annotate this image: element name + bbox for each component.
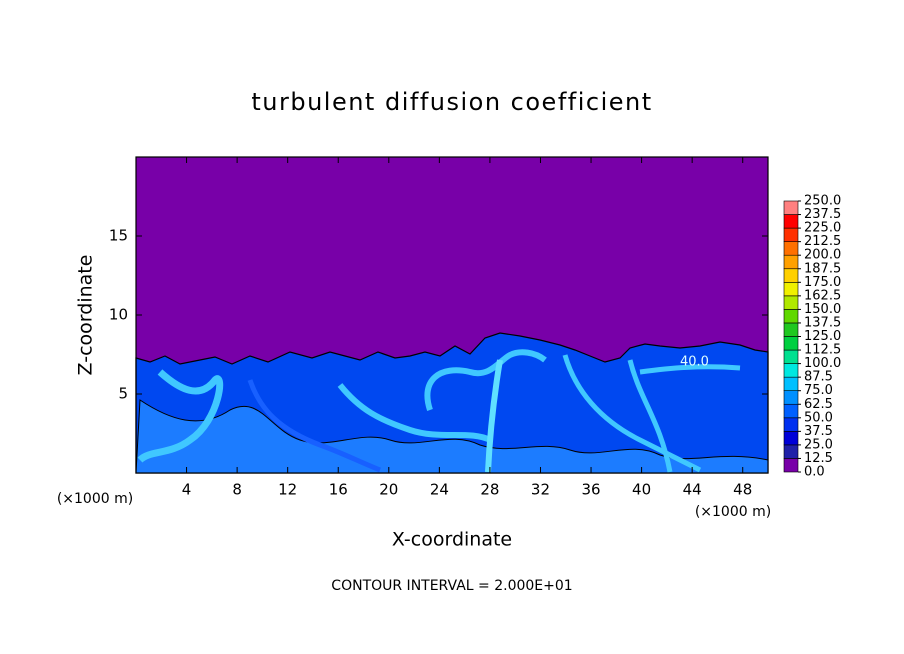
colorbar-tick-label: 175.0 — [804, 275, 841, 290]
x-tick-label: 48 — [733, 481, 752, 499]
colorbar-tick-label: 150.0 — [804, 302, 841, 317]
x-tick-label: 40 — [632, 481, 651, 499]
colorbar-swatch — [783, 295, 799, 310]
colorbar-swatch — [783, 349, 799, 364]
y-tick-label: 10 — [109, 306, 128, 324]
colorbar-tick-label: 250.0 — [804, 194, 841, 209]
x-tick-label: 32 — [531, 481, 550, 499]
colorbar-swatch — [783, 281, 799, 297]
colorbar-tick-label: 25.0 — [804, 437, 833, 452]
colorbar-tick-label: 0.0 — [804, 465, 825, 480]
colorbar-tick-label: 212.5 — [804, 234, 841, 249]
colorbar-tick-label: 112.5 — [804, 343, 841, 358]
colorbar-swatch — [783, 417, 799, 432]
colorbar-tick-label: 225.0 — [804, 221, 841, 236]
field-streak — [337, 383, 492, 443]
colorbar-swatch — [783, 268, 799, 283]
field-streak — [137, 369, 224, 463]
colorbar-tick-label: 237.5 — [804, 207, 841, 222]
colorbar-swatch — [783, 227, 799, 242]
colorbar-tick-label: 187.5 — [804, 261, 841, 276]
x-tick-label: 8 — [232, 481, 242, 499]
colorbar-swatch — [783, 431, 799, 446]
colorbar-tick-label: 87.5 — [804, 370, 833, 385]
y-tick-label: 5 — [118, 385, 128, 403]
colorbar-tick-label: 75.0 — [804, 383, 833, 398]
x-tick-label: 20 — [379, 481, 398, 499]
colorbar-swatch — [783, 390, 799, 405]
field-streak — [247, 379, 381, 473]
x-tick-label: 28 — [480, 481, 499, 499]
colorbar-tick-label: 137.5 — [804, 315, 841, 330]
x-tick-label: 36 — [581, 481, 600, 499]
x-unit-label: (×1000 m) — [57, 491, 133, 507]
colorbar-swatch — [783, 254, 799, 270]
y-axis-label: Z-coordinate — [75, 255, 97, 376]
footnote: CONTOUR INTERVAL = 2.000E+01 — [331, 578, 572, 594]
colorbar-tick-label: 37.5 — [804, 424, 833, 439]
y-tick-label: 15 — [109, 227, 128, 245]
field-streak — [485, 359, 503, 473]
colorbar-tick-label: 50.0 — [804, 410, 833, 425]
field-streak — [639, 364, 741, 375]
colorbar-swatch — [783, 376, 799, 391]
x-tick-label: 44 — [683, 481, 702, 499]
x-tick-label: 4 — [182, 481, 192, 499]
colorbar-swatch — [783, 309, 799, 324]
field-region — [135, 399, 769, 474]
x-tick-label: 24 — [430, 481, 449, 499]
field-streak — [424, 349, 547, 411]
chart-title: turbulent diffusion coefficient — [251, 88, 652, 116]
colorbar-tick-label: 125.0 — [804, 329, 841, 344]
field: 40.0 — [135, 157, 769, 474]
colorbar-swatch — [783, 241, 799, 256]
colorbar-tick-label: 12.5 — [804, 451, 833, 466]
x-unit-label: (×1000 m) — [695, 504, 771, 520]
colorbar-swatch — [783, 403, 799, 419]
colorbar-tick-label: 100.0 — [804, 356, 841, 371]
colorbar-swatch — [783, 336, 799, 351]
colorbar-swatch — [783, 363, 799, 378]
x-tick-label: 16 — [329, 481, 348, 499]
field-streak — [627, 359, 673, 473]
colorbar-swatch — [783, 322, 799, 337]
x-axis-label: X-coordinate — [392, 529, 512, 551]
colorbar-tick-label: 162.5 — [804, 288, 841, 303]
field-streak — [562, 354, 702, 473]
colorbar-swatch — [783, 444, 799, 459]
contour-label: 40.0 — [680, 355, 709, 370]
colorbar-tick-label: 62.5 — [804, 397, 833, 412]
colorbar-swatch — [783, 214, 799, 229]
colorbar-swatch — [783, 200, 799, 215]
x-tick-label: 12 — [278, 481, 297, 499]
colorbar-swatch — [783, 458, 799, 473]
colorbar-tick-label: 200.0 — [804, 248, 841, 263]
